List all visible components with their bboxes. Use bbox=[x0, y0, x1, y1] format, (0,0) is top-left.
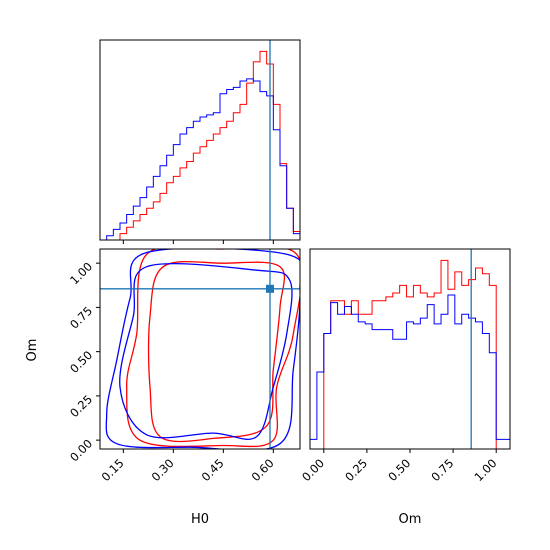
y-tick-label: 0.50 bbox=[67, 348, 95, 376]
hist-series-1 bbox=[310, 259, 510, 449]
x-tick-label: 0.50 bbox=[385, 456, 413, 484]
hist-series-1 bbox=[100, 50, 300, 240]
hist-series-2 bbox=[100, 78, 300, 240]
y-tick-label: 0.25 bbox=[67, 392, 95, 420]
x-axis-label-h0: H0 bbox=[191, 512, 209, 527]
x-tick-label: 0.30 bbox=[149, 456, 177, 484]
x-tick-label: 0.45 bbox=[199, 456, 227, 484]
joint-contour-panel: 0.15 0.30 0.45 0.60 0.00 0.25 0.50 0.75 1.00 bbox=[67, 248, 301, 484]
y-tick-label: 0.75 bbox=[67, 304, 95, 332]
x-axis-label-om: Om bbox=[399, 512, 422, 527]
plot-area bbox=[100, 50, 300, 240]
contour-series-1-level-1 bbox=[126, 249, 300, 448]
axes-frame bbox=[99, 39, 301, 241]
x-tick-label: 0.25 bbox=[342, 456, 370, 484]
y-tick-label: 1.00 bbox=[67, 259, 95, 287]
x-tick-label: 0.60 bbox=[249, 456, 277, 484]
x-tick-label: 1.00 bbox=[471, 456, 499, 484]
h0-marginal-panel bbox=[99, 39, 301, 244]
contour-series-1-level-2 bbox=[147, 260, 286, 443]
axes-frame bbox=[309, 248, 511, 450]
truth-marker bbox=[266, 284, 274, 293]
contour-series-2-level-2 bbox=[119, 262, 293, 440]
y-tick-label: 0.00 bbox=[67, 436, 95, 464]
x-tick-label: 0.15 bbox=[99, 456, 127, 484]
plot-area bbox=[310, 259, 510, 449]
hist-series-2 bbox=[310, 294, 510, 449]
x-tick-label: 0.75 bbox=[428, 456, 456, 484]
x-tick-label: 0.00 bbox=[299, 456, 327, 484]
y-axis-label-om: Om bbox=[25, 339, 40, 362]
plot-area bbox=[105, 249, 300, 449]
om-marginal-panel: 0.00 0.25 0.50 0.75 1.00 bbox=[299, 248, 511, 484]
contour-series-2-level-1 bbox=[105, 249, 300, 449]
axes-frame bbox=[99, 248, 301, 450]
